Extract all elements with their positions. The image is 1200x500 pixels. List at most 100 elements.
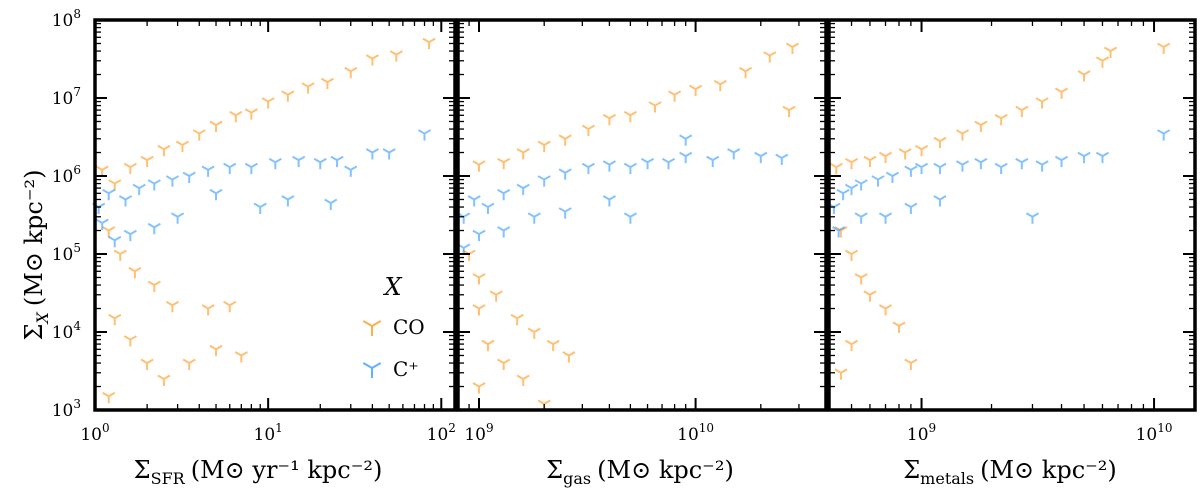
legend-entry-cplus: C⁺ xyxy=(362,357,419,381)
data-point xyxy=(562,351,576,363)
panel-gas: 109 1010 xyxy=(456,18,828,445)
data-point xyxy=(878,212,893,224)
data-point xyxy=(344,66,358,79)
data-point xyxy=(623,212,637,224)
data-point xyxy=(244,162,258,175)
data-point xyxy=(994,113,1008,126)
data-point xyxy=(108,179,122,191)
data-point xyxy=(472,229,486,242)
data-point xyxy=(844,157,859,170)
legend-marker xyxy=(362,320,382,336)
series-co-gas xyxy=(462,42,800,411)
data-point xyxy=(829,162,843,175)
data-point xyxy=(201,304,215,316)
legend-label: CO xyxy=(393,315,425,339)
data-point xyxy=(933,162,947,175)
data-point xyxy=(108,313,122,326)
data-point xyxy=(904,165,918,177)
y-tick-label: 108 xyxy=(52,7,81,31)
data-point xyxy=(1035,160,1049,172)
data-point xyxy=(382,148,396,160)
data-point xyxy=(132,183,146,196)
y-axis-sub: X xyxy=(33,312,52,326)
data-point xyxy=(113,249,127,261)
data-point xyxy=(1054,155,1069,168)
x1-sub: SFR xyxy=(151,469,186,488)
data-point xyxy=(863,155,877,168)
data-point xyxy=(834,368,848,380)
data-point xyxy=(165,175,180,187)
data-point xyxy=(648,101,662,113)
data-point xyxy=(738,66,753,79)
panel-frame xyxy=(827,18,1197,412)
x1-units: (M⊙ yr⁻¹ kpc⁻²) xyxy=(191,456,383,484)
data-point xyxy=(118,195,133,207)
data-point xyxy=(253,202,267,215)
x3-sigma: Σ xyxy=(903,456,920,484)
x2-units: (M⊙ kpc⁻²) xyxy=(597,456,734,484)
legend-marker xyxy=(362,362,382,378)
data-point xyxy=(497,358,511,371)
data-point xyxy=(689,84,703,97)
data-point xyxy=(128,266,142,279)
series-cplus-gas xyxy=(457,134,789,255)
data-point xyxy=(182,358,196,371)
data-point xyxy=(914,162,929,175)
data-point xyxy=(602,195,616,207)
data-point xyxy=(123,229,137,242)
data-point xyxy=(244,108,258,120)
x-axis-label-sfr: ΣSFR (M⊙ yr⁻¹ kpc⁻²) xyxy=(134,456,383,488)
y-axis-units: (M⊙ kpc⁻²) xyxy=(20,169,48,306)
data-point xyxy=(462,249,476,261)
data-point xyxy=(878,151,893,164)
data-point xyxy=(472,160,486,172)
data-point xyxy=(679,151,693,164)
data-point xyxy=(623,110,637,123)
data-point xyxy=(974,120,988,133)
data-point xyxy=(546,339,560,352)
panel-metals: 109 1010 xyxy=(827,18,1197,445)
data-point xyxy=(1077,70,1091,82)
data-point xyxy=(209,188,223,201)
data-point xyxy=(95,218,109,230)
data-point xyxy=(1157,129,1171,141)
x-tick-label: 109 xyxy=(907,421,936,445)
data-point xyxy=(1035,97,1049,109)
data-point xyxy=(389,50,403,62)
data-point xyxy=(261,97,275,109)
y-axis-label: ΣX (M⊙ kpc⁻²) xyxy=(20,169,52,340)
data-point xyxy=(281,195,295,207)
data-point xyxy=(324,198,338,211)
panels: 100 101 102 103 104 105 106 107 108 109 1010 109 101… xyxy=(52,7,1197,445)
data-point xyxy=(481,202,495,215)
data-point xyxy=(472,382,486,394)
data-point xyxy=(229,110,243,123)
y-tick-label: 106 xyxy=(52,163,81,187)
data-point xyxy=(974,157,988,170)
data-point xyxy=(422,37,436,50)
data-point xyxy=(933,195,947,207)
data-point xyxy=(537,175,551,187)
y-axis-sigma: Σ xyxy=(20,324,48,341)
data-point xyxy=(344,165,358,177)
data-point xyxy=(878,304,893,316)
x-tick-label: 101 xyxy=(254,421,283,445)
data-point xyxy=(497,188,511,201)
legend-entry-co: CO xyxy=(362,315,425,339)
data-point xyxy=(301,82,315,94)
data-point xyxy=(679,134,693,146)
data-point xyxy=(844,249,859,261)
data-point xyxy=(223,162,237,175)
data-point xyxy=(516,374,530,386)
data-point xyxy=(785,42,800,55)
data-point xyxy=(832,226,846,238)
x2-sigma: Σ xyxy=(546,456,563,484)
x3-sub: metals xyxy=(920,469,974,488)
data-point xyxy=(1103,46,1118,59)
y-tick-label: 104 xyxy=(52,319,82,343)
data-point xyxy=(871,175,885,187)
data-point xyxy=(885,171,900,183)
data-point xyxy=(775,153,789,166)
data-point xyxy=(516,148,530,160)
data-point xyxy=(147,179,161,191)
